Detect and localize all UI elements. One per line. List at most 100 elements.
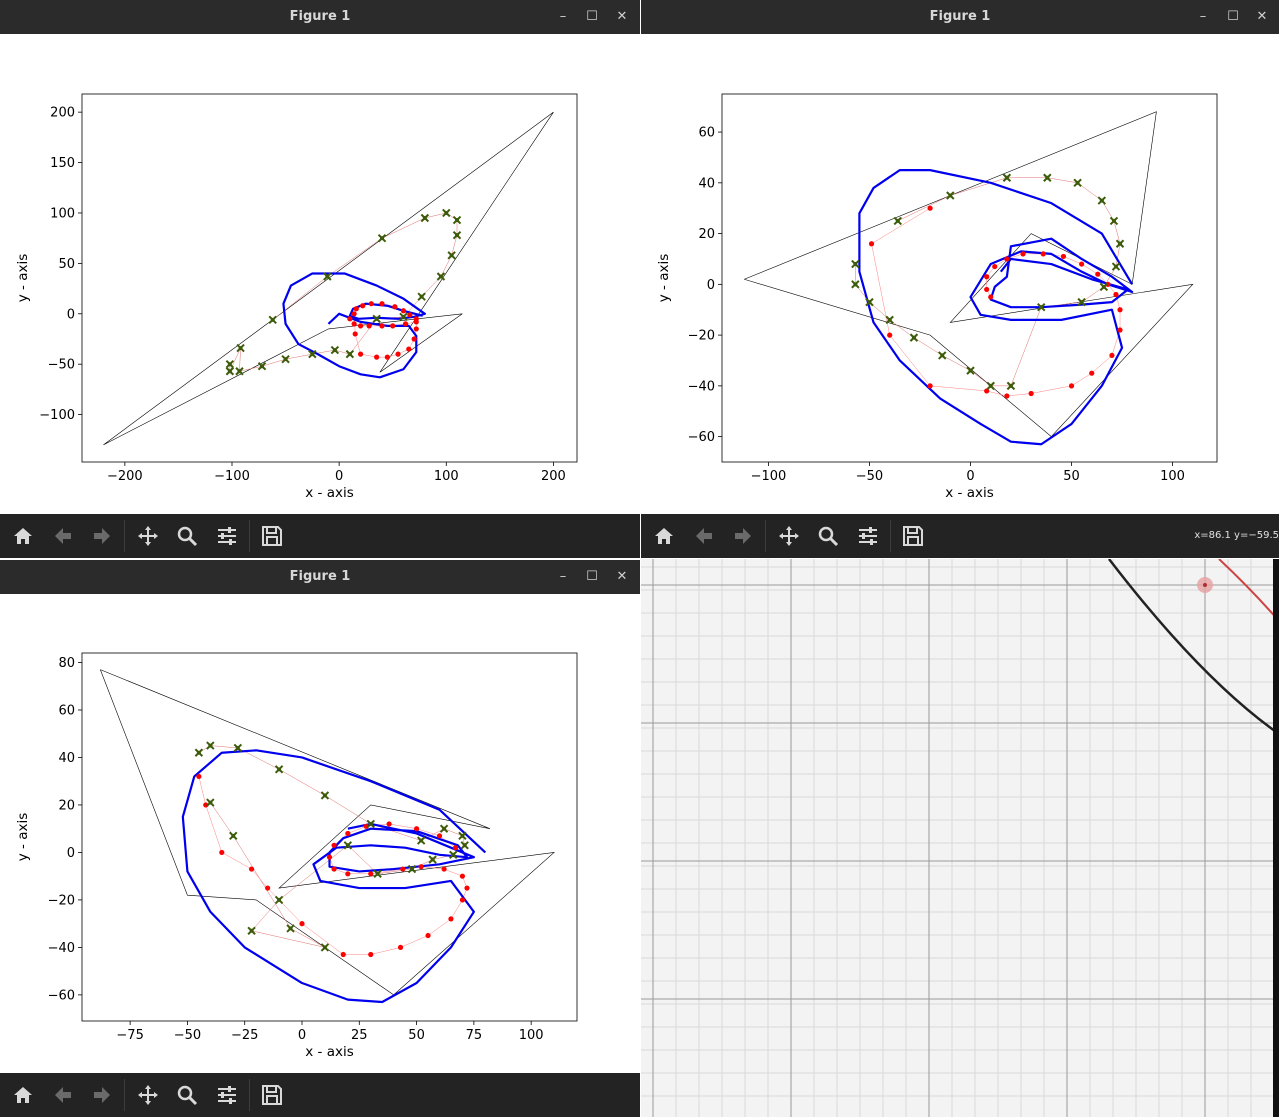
figure-window-3: Figure 1 – ☐ ✕ −75 −50 −25 0 25 50 75 100 −60 −40…	[0, 560, 640, 1117]
star-marker	[373, 869, 382, 879]
star-marker	[1037, 302, 1046, 312]
forward-button[interactable]	[85, 514, 119, 558]
close-button[interactable]: ✕	[616, 9, 628, 24]
matplotlib-toolbar	[0, 514, 640, 558]
home-icon	[14, 1087, 32, 1103]
minimize-button[interactable]: –	[559, 9, 567, 24]
window-titlebar[interactable]: Figure 1 – ☐ ✕	[641, 0, 1279, 34]
pan-button[interactable]	[131, 1073, 165, 1117]
maximize-button[interactable]: ☐	[586, 569, 598, 584]
plot-area[interactable]: −200 −100 0 100 200 −100 −50 0 50 100 150 200 x - ax…	[0, 34, 640, 514]
back-arrow-icon	[696, 528, 712, 544]
matplotlib-toolbar	[0, 1073, 640, 1117]
star-marker	[194, 748, 204, 757]
home-button[interactable]	[6, 1073, 40, 1117]
pan-button[interactable]	[131, 514, 165, 558]
star-marker	[225, 367, 235, 376]
save-button[interactable]	[255, 514, 289, 558]
save-button[interactable]	[896, 514, 930, 558]
x-tick-label: −50	[174, 1028, 201, 1043]
y-tick-label: −40	[48, 941, 75, 956]
back-button[interactable]	[46, 514, 80, 558]
polygon-outline	[103, 111, 554, 446]
red-point	[390, 323, 396, 329]
back-button[interactable]	[46, 1073, 80, 1117]
back-arrow-icon	[55, 528, 71, 544]
red-point	[425, 932, 431, 939]
magnifier-icon	[818, 526, 839, 547]
red-point	[351, 321, 357, 327]
star-marker	[1099, 282, 1109, 292]
red-point	[413, 826, 420, 832]
close-button[interactable]: ✕	[616, 569, 628, 584]
star-marker	[399, 312, 408, 322]
x-tick-label: −100	[751, 469, 787, 484]
x-tick-label: 0	[335, 469, 343, 484]
star-marker	[1097, 196, 1107, 205]
red-point	[265, 885, 271, 891]
zoom-button[interactable]	[170, 1073, 204, 1117]
forward-button[interactable]	[85, 1073, 119, 1117]
red-point	[352, 331, 358, 337]
minimize-button[interactable]: –	[559, 569, 567, 584]
save-button[interactable]	[255, 1073, 289, 1117]
star-marker	[206, 741, 215, 750]
window-titlebar[interactable]: Figure 1 – ☐ ✕	[0, 560, 640, 594]
configure-button[interactable]	[210, 1073, 244, 1117]
red-point	[357, 323, 364, 329]
red-point	[448, 916, 454, 922]
red-point	[992, 263, 998, 270]
forward-button[interactable]	[726, 514, 760, 558]
star-marker	[236, 343, 245, 353]
star-marker	[449, 850, 458, 860]
y-tick-label: 20	[58, 798, 75, 813]
red-point	[413, 316, 419, 322]
red-point	[392, 304, 398, 310]
minimize-button[interactable]: –	[1199, 9, 1207, 24]
plot-area[interactable]: −100 −50 0 50 100 −60 −40 −20 0 20 40 60 x - axis y -…	[641, 34, 1279, 514]
configure-button[interactable]	[851, 514, 885, 558]
y-tick-label: 20	[698, 227, 715, 242]
close-button[interactable]: ✕	[1256, 9, 1268, 24]
figure-1-plot[interactable]: −100 −50 0 50 100 −60 −40 −20 0 20 40 60 x - axis y -…	[641, 34, 1279, 514]
figure-1-plot[interactable]: −200 −100 0 100 200 −100 −50 0 50 100 150 200 x - ax…	[0, 34, 640, 514]
y-axis-label: y - axis	[656, 254, 672, 303]
red-point	[459, 873, 466, 879]
red-point	[411, 336, 417, 342]
zoom-button[interactable]	[811, 514, 845, 558]
window-titlebar[interactable]: Figure 1 – ☐ ✕	[0, 0, 640, 34]
red-point	[351, 311, 357, 317]
plot-area[interactable]: −75 −50 −25 0 25 50 75 100 −60 −40 −20 0 20 40 60 80 x -…	[0, 594, 640, 1073]
star-marker	[233, 743, 243, 753]
pan-button[interactable]	[772, 514, 806, 558]
home-button[interactable]	[6, 514, 40, 558]
red-point	[345, 871, 351, 877]
grid-canvas-svg[interactable]	[641, 559, 1279, 1117]
y-tick-label: −60	[48, 988, 75, 1003]
maximize-button[interactable]: ☐	[586, 9, 598, 24]
toolbar-separator	[249, 520, 250, 552]
star-marker	[460, 841, 469, 850]
configure-button[interactable]	[210, 514, 244, 558]
star-marker	[452, 230, 462, 240]
plot-content	[744, 111, 1194, 446]
y-tick-label: 60	[698, 126, 715, 141]
red-point	[326, 854, 333, 860]
back-button[interactable]	[687, 514, 721, 558]
star-marker	[345, 349, 355, 359]
home-icon	[655, 528, 673, 544]
figure-1-plot[interactable]: −75 −50 −25 0 25 50 75 100 −60 −40 −20 0 20 40 60 80 x -…	[0, 594, 640, 1073]
zoom-button[interactable]	[170, 514, 204, 558]
x-tick-label: −75	[116, 1028, 143, 1043]
star-marker	[442, 208, 451, 218]
red-point	[196, 773, 202, 780]
window-title: Figure 1	[289, 569, 351, 584]
red-point	[441, 866, 447, 872]
coordinate-readout: x=86.1 y=−59.5	[1194, 530, 1279, 541]
maximize-button[interactable]: ☐	[1227, 9, 1239, 24]
home-button[interactable]	[647, 514, 681, 558]
red-point	[406, 346, 412, 352]
red-point	[1040, 251, 1046, 257]
background-grid-canvas[interactable]	[641, 559, 1279, 1117]
toolbar-separator	[124, 520, 125, 552]
